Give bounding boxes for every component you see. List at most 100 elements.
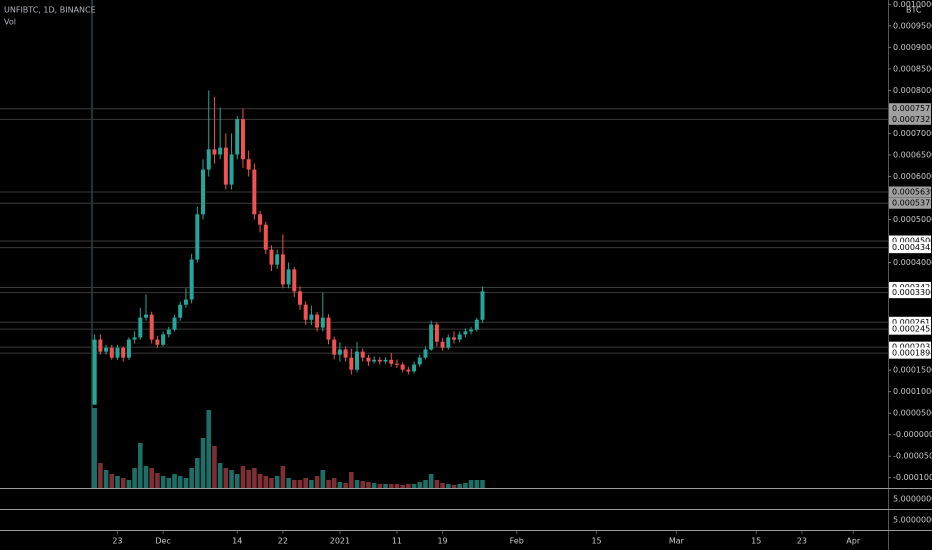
volume-bar — [451, 485, 457, 488]
price-line-label: 0.00020337 — [892, 343, 932, 352]
candle-body — [229, 154, 234, 185]
volume-bar — [132, 468, 137, 488]
candle-body — [275, 254, 280, 265]
volume-bar — [223, 468, 229, 488]
volume-bar — [417, 482, 423, 488]
y-tick-label: 0.00085000 — [893, 64, 932, 73]
x-tick-label: Apr — [846, 537, 861, 546]
currency-label: BTC — [906, 6, 922, 15]
x-tick-label: 2021 — [330, 537, 350, 546]
price-line-box — [889, 103, 931, 115]
y-tick-label: 0.00060000 — [893, 172, 932, 181]
volume-bar — [155, 473, 160, 488]
candle-body — [315, 314, 320, 328]
x-tick-label: 23 — [112, 537, 122, 546]
volume-bar — [394, 484, 400, 488]
candle-body — [372, 359, 377, 362]
candle-body — [383, 359, 388, 362]
volume-bar — [428, 474, 434, 488]
volume-bar — [166, 478, 172, 488]
y-tick-label: -0.00005000 — [893, 452, 932, 461]
candle-body — [377, 359, 382, 362]
candle-body — [320, 317, 325, 328]
x-tick-label: 23 — [797, 537, 807, 546]
price-line-box — [889, 341, 931, 353]
candle-body — [360, 351, 365, 358]
candle-body — [155, 339, 160, 345]
volume-bar — [172, 474, 177, 488]
candle-body — [474, 319, 479, 330]
candle-body — [309, 314, 314, 320]
volume-bar — [388, 484, 394, 488]
volume-bar — [126, 480, 132, 488]
volume-bar — [349, 472, 354, 488]
volume-bar — [463, 483, 468, 488]
volume-bar — [280, 466, 286, 488]
candle-body — [429, 324, 434, 350]
volume-bar — [149, 468, 155, 488]
volume-bar — [246, 470, 251, 488]
volume-bar — [109, 474, 115, 488]
candle-body — [258, 214, 263, 225]
candle-body — [292, 269, 297, 292]
volume-bar — [212, 446, 217, 488]
x-tick-label: Dec — [155, 537, 170, 546]
candle-body — [132, 337, 137, 340]
y-tick-label: 0.00065000 — [893, 150, 932, 159]
price-line-label: 0.00024522 — [892, 325, 932, 334]
y-tick-label: 0.00100000 — [893, 0, 932, 9]
candle-body — [434, 324, 439, 342]
volume-bar — [138, 443, 143, 488]
candle-body — [326, 317, 331, 340]
x-tick-label: 11 — [392, 537, 402, 546]
price-line-label: 0.00026120 — [892, 318, 932, 327]
volume-bar — [200, 438, 206, 488]
price-line-label: 0.00073278 — [892, 115, 932, 124]
price-line-box — [889, 242, 931, 254]
volume-bar — [400, 485, 405, 488]
volume-bar — [98, 463, 103, 488]
price-line-box — [889, 235, 931, 247]
volume-bar — [309, 480, 314, 488]
volume-bar — [354, 480, 360, 488]
volume-bar — [468, 480, 474, 488]
candle-body — [423, 349, 428, 358]
volume-bar — [383, 484, 388, 488]
candle-body — [104, 347, 109, 352]
volume-bar — [183, 478, 189, 488]
candle-body — [366, 357, 371, 362]
x-tick-label: 15 — [751, 537, 761, 546]
volume-bar — [257, 474, 263, 488]
candle-body — [149, 314, 154, 340]
volume-bar — [474, 480, 480, 488]
y-tick-label: 0.00095000 — [893, 21, 932, 30]
volume-bar — [406, 484, 411, 488]
price-line-box — [889, 113, 931, 125]
volume-bar — [206, 410, 212, 488]
price-line-label: 0.00045000 — [892, 237, 932, 246]
volume-bar — [434, 480, 440, 488]
candle-body — [183, 299, 188, 305]
candle-body — [263, 224, 268, 250]
candle-body — [206, 149, 211, 170]
volume-label: Vol — [4, 18, 16, 27]
candle-body — [400, 364, 405, 370]
volume-bar — [115, 476, 120, 488]
price-line-box — [889, 323, 931, 335]
volume-bar — [297, 480, 303, 488]
x-tick-label: 19 — [437, 537, 447, 546]
price-line-box — [889, 287, 931, 299]
price-line-label: 0.00053782 — [892, 199, 932, 208]
candle-body — [172, 317, 177, 330]
price-line-box — [889, 347, 931, 359]
candle-body — [189, 259, 194, 300]
y-tick-label: 0.00090000 — [893, 43, 932, 52]
volume-bar — [92, 408, 97, 488]
x-tick-label: Feb — [510, 537, 524, 546]
candle-body — [440, 341, 445, 348]
volume-bar — [103, 470, 109, 488]
volume-bar — [274, 476, 280, 488]
price-line-label: 0.00056390 — [892, 187, 932, 196]
